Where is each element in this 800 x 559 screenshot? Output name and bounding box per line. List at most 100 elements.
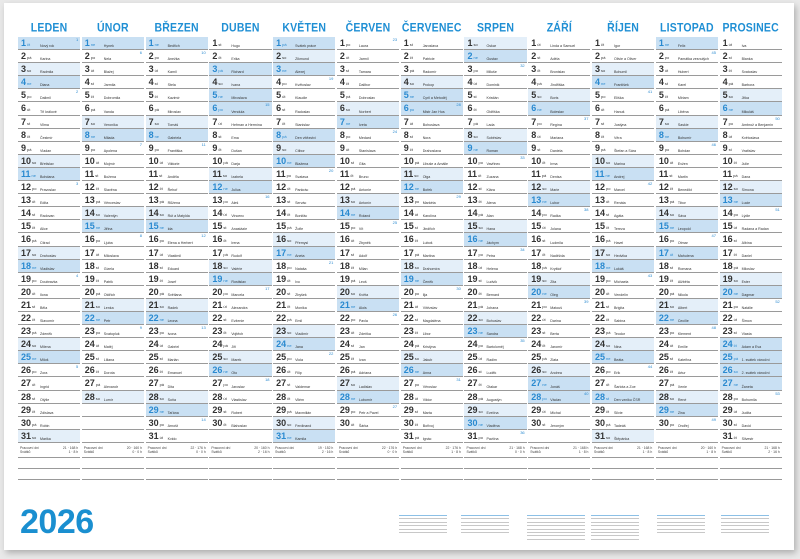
day-row: 3út Blažej <box>81 63 144 77</box>
day-row: 8čt Věra <box>592 129 655 142</box>
day-row: 7st Vilma <box>18 116 81 129</box>
weekday-label: čt <box>728 68 732 74</box>
day-row: 26ne Anna <box>400 364 463 378</box>
weekday-label: po <box>606 369 611 375</box>
name-day: Lubor <box>550 201 560 206</box>
weekday-label: út <box>669 343 674 349</box>
name-day: Čestmír <box>40 135 53 140</box>
weekday-label: pá <box>414 434 420 440</box>
day-number: 13so <box>339 195 356 206</box>
weekday-label: čt <box>537 68 541 74</box>
day-number: 25so <box>403 352 419 363</box>
day-row: 22čt Sabina <box>592 312 655 326</box>
name-day: Ctibor <box>295 148 305 153</box>
weekday-label: ne <box>478 421 483 427</box>
day-row: 13pá Růžena <box>145 194 208 208</box>
day-number: 30po <box>148 417 165 428</box>
day-row: 12st Klára <box>464 181 527 195</box>
weekday-label: pá <box>414 159 420 165</box>
weekday-label: ne <box>350 303 356 309</box>
workdays-value: 21 · 168 h <box>509 445 525 450</box>
day-number: 13st <box>276 195 291 206</box>
day-number: 10út <box>84 155 100 166</box>
weekday-label: po <box>537 120 542 126</box>
name-day: Lenka <box>103 305 114 310</box>
name-day: Blažena <box>295 161 309 166</box>
name-day: Nina <box>614 345 622 350</box>
day-number: 16pá <box>21 234 37 245</box>
name-day: Blahoslav <box>231 423 247 428</box>
name-day: Marta <box>422 410 432 415</box>
weekday-label: pá <box>95 199 101 205</box>
day-number: 20po <box>403 286 420 297</box>
day-number: 7so <box>84 116 96 127</box>
day-row: 24út Emílie <box>655 338 718 352</box>
day-row: 28st Den vzniku ČSR <box>592 390 655 404</box>
name-day: Vanda <box>103 109 114 114</box>
day-row: 24so Milena <box>18 338 81 352</box>
name-day: Radovan <box>40 214 55 219</box>
name-day: Jeroným <box>550 423 565 428</box>
day-row: 6st Radoslav <box>273 102 336 116</box>
weekday-label: út <box>223 395 227 401</box>
day-number: 29ne <box>658 404 675 415</box>
workdays-label: Pracovní dní <box>402 445 422 450</box>
weekday-label: st <box>287 382 291 388</box>
day-number: 10ne <box>276 155 292 166</box>
day-row: 13pá Věnceslav <box>81 194 144 208</box>
day-number: 4čt <box>339 77 350 88</box>
weekday-label: st <box>287 290 291 296</box>
day-row: 10út Mojmír <box>81 155 144 168</box>
day-row: 22st Magdaléna <box>400 312 463 326</box>
weekday-label: ne <box>154 42 160 47</box>
footnote-text-line <box>591 521 639 523</box>
name-day: Barbora <box>741 83 755 88</box>
day-number: 26ne <box>212 365 228 376</box>
day-number: 5st <box>467 90 477 101</box>
weekday-label: čt <box>32 225 36 231</box>
weekday-label: ne <box>606 264 611 270</box>
name-day: Otakar <box>486 384 498 389</box>
name-day: Františka <box>167 148 183 153</box>
day-number: 31po <box>467 430 483 441</box>
day-row: 10po Vavřinec 33 <box>464 155 527 168</box>
day-number: 7st <box>21 116 31 127</box>
name-day: Miloslav <box>741 266 755 271</box>
name-day: Vincenc <box>231 214 245 219</box>
day-number: 18pá <box>722 260 739 271</box>
weekday-label: ne <box>478 330 483 336</box>
day-number: 5čt <box>658 90 668 101</box>
name-day: Irena <box>231 240 240 245</box>
weekday-label: so <box>606 159 611 165</box>
day-number: 1út <box>722 38 732 48</box>
day-row: 19ne Rostislav <box>209 272 272 286</box>
name-day: Antonie <box>358 188 372 193</box>
weekday-label: po <box>601 94 606 100</box>
day-number: 13út <box>21 195 36 206</box>
day-row: 14pá Alan <box>464 207 527 221</box>
name-day: Edita <box>40 201 49 206</box>
day-row: 6út Tři králové <box>18 102 81 116</box>
day-number: 30ne <box>467 417 483 428</box>
name-day: Řehoř <box>167 188 178 193</box>
day-row: 23po Svatopluk 9 <box>81 325 144 339</box>
name-day: Radoslav <box>295 109 311 114</box>
day-number: 30so <box>276 417 292 428</box>
weekday-label: so <box>542 277 547 283</box>
day-row: 24pá Jiří <box>209 338 272 352</box>
workdays-value: 20 · 160 h <box>700 445 716 450</box>
day-number: 21po <box>531 299 547 310</box>
weekday-label: po <box>223 199 228 205</box>
day-number: 5ne <box>403 90 415 101</box>
day-number: 18st <box>84 260 99 271</box>
weekday-label: út <box>95 251 100 257</box>
day-row: 7so Tomáš <box>145 115 208 129</box>
weekday-label: pá <box>32 421 37 427</box>
weekday-label: ne <box>669 316 675 322</box>
weekday-label: pá <box>154 107 160 113</box>
day-row: 31pá Ignác <box>400 430 463 443</box>
day-row: 16po Elena a Herbert 12 <box>145 233 208 247</box>
name-day: Zuzana <box>486 175 499 180</box>
